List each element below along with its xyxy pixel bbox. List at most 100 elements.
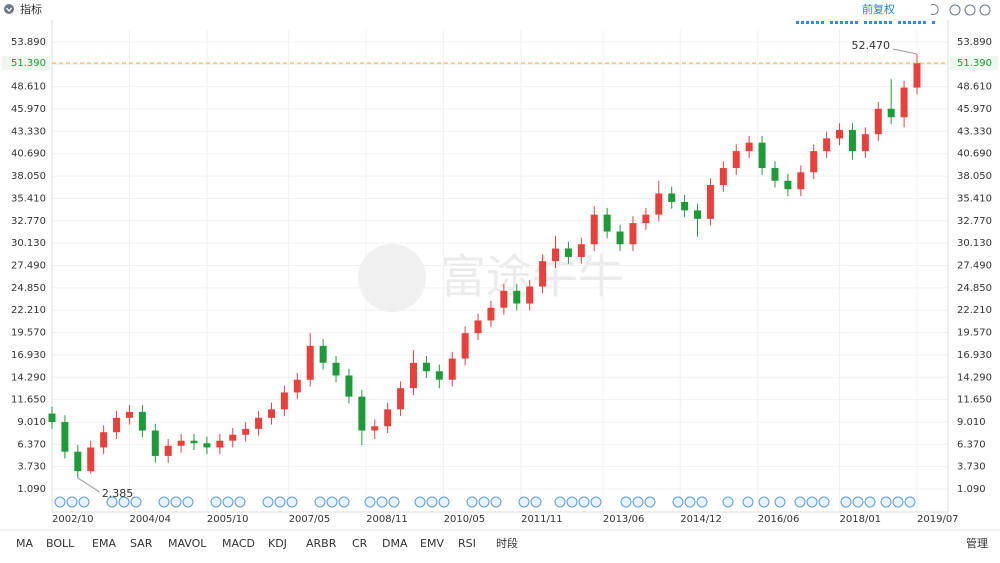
event-icon[interactable]	[210, 496, 222, 508]
event-icon[interactable]	[518, 496, 530, 508]
event-icon[interactable]	[222, 496, 234, 508]
event-icon[interactable]	[590, 496, 602, 508]
candle-body	[887, 108, 895, 118]
y2-tick-label: 27.490	[957, 260, 992, 271]
event-icon[interactable]	[364, 496, 376, 508]
event-icon[interactable]	[478, 496, 490, 508]
indicator-title[interactable]: 指标	[20, 2, 42, 16]
event-icon[interactable]	[554, 496, 566, 508]
event-icon[interactable]	[892, 496, 904, 508]
zoom-in-icon[interactable]	[964, 4, 976, 16]
event-icon[interactable]	[774, 496, 786, 508]
event-icon[interactable]	[864, 496, 876, 508]
event-icon[interactable]	[794, 496, 806, 508]
event-marker	[903, 21, 906, 24]
event-icon[interactable]	[904, 496, 916, 508]
event-icon[interactable]	[758, 496, 770, 508]
manage-button[interactable]: 管理	[966, 536, 988, 550]
event-icon[interactable]	[414, 496, 426, 508]
event-icon[interactable]	[840, 496, 852, 508]
candle-body	[603, 214, 611, 232]
undo-icon[interactable]	[930, 4, 939, 15]
event-icon[interactable]	[326, 496, 338, 508]
y-tick-label: 40.690	[11, 149, 46, 160]
event-icon[interactable]	[66, 496, 78, 508]
icon-glyph	[6, 7, 12, 13]
event-icon[interactable]	[54, 496, 66, 508]
indicator-tab[interactable]: SAR	[130, 537, 153, 550]
event-icon[interactable]	[262, 496, 274, 508]
event-icon[interactable]	[684, 496, 696, 508]
candle-body	[190, 440, 198, 444]
candle-body	[642, 214, 650, 224]
y-tick-label: 35.410	[11, 193, 46, 204]
event-marker	[869, 21, 872, 24]
event-icon[interactable]	[78, 496, 90, 508]
event-icon[interactable]	[578, 496, 590, 508]
candle-body	[771, 168, 779, 181]
candle-body	[719, 168, 727, 185]
indicator-tab[interactable]: ARBR	[306, 537, 337, 550]
y2-tick-label: 48.610	[957, 82, 992, 93]
indicator-tab[interactable]: KDJ	[268, 537, 287, 550]
event-icon[interactable]	[852, 496, 864, 508]
event-icon[interactable]	[234, 496, 246, 508]
event-icon[interactable]	[806, 496, 818, 508]
event-icon[interactable]	[672, 496, 684, 508]
event-icon[interactable]	[620, 496, 632, 508]
x-tick-label: 2002/10	[52, 514, 94, 525]
event-icon[interactable]	[566, 496, 578, 508]
indicator-tab[interactable]: CR	[352, 537, 368, 550]
event-icon[interactable]	[644, 496, 656, 508]
event-icon[interactable]	[722, 496, 734, 508]
candle-body	[564, 248, 572, 257]
indicator-tab[interactable]: EMV	[420, 537, 444, 550]
event-icon[interactable]	[314, 496, 326, 508]
event-icon[interactable]	[182, 496, 194, 508]
indicator-tab[interactable]: MACD	[222, 537, 255, 550]
candle-body	[655, 193, 663, 215]
candle-body	[784, 180, 792, 190]
event-icon[interactable]	[632, 496, 644, 508]
indicator-icon[interactable]	[4, 4, 14, 14]
candle-body	[358, 396, 366, 431]
event-icon[interactable]	[490, 496, 502, 508]
candle-body	[732, 151, 740, 169]
indicator-tab[interactable]: RSI	[458, 537, 476, 550]
event-icon[interactable]	[530, 496, 542, 508]
event-icon[interactable]	[696, 496, 708, 508]
indicator-tab[interactable]: BOLL	[46, 537, 75, 550]
indicator-tab[interactable]: EMA	[92, 537, 116, 550]
indicator-bar: MA BOLL EMA SAR MAVOL MACD KDJ ARBR CR DMA EMV RSI 时…	[16, 536, 518, 550]
candle-body	[900, 87, 908, 118]
event-marker	[879, 21, 882, 24]
event-icon[interactable]	[118, 496, 130, 508]
event-icon[interactable]	[426, 496, 438, 508]
event-marker	[913, 21, 916, 24]
event-icon[interactable]	[170, 496, 182, 508]
event-icon[interactable]	[338, 496, 350, 508]
indicator-tab[interactable]: MAVOL	[168, 537, 207, 550]
event-icon[interactable]	[106, 496, 118, 508]
event-icon[interactable]	[286, 496, 298, 508]
settings-icon[interactable]	[979, 4, 991, 16]
event-icon[interactable]	[880, 496, 892, 508]
indicator-tab[interactable]: 时段	[496, 536, 518, 550]
x-tick-label: 2013/06	[603, 514, 645, 525]
y-tick-label: 27.490	[11, 260, 46, 271]
event-icon[interactable]	[274, 496, 286, 508]
event-icon[interactable]	[376, 496, 388, 508]
event-icon[interactable]	[388, 496, 400, 508]
event-icon[interactable]	[438, 496, 450, 508]
event-icon[interactable]	[130, 496, 142, 508]
candle-body	[164, 445, 172, 456]
adjust-button[interactable]: 前复权	[862, 2, 895, 16]
event-icon[interactable]	[158, 496, 170, 508]
y-tick-label: 3.730	[17, 462, 46, 473]
event-icon[interactable]	[742, 496, 754, 508]
event-icon[interactable]	[818, 496, 830, 508]
indicator-tab[interactable]: MA	[16, 537, 33, 550]
event-icon[interactable]	[466, 496, 478, 508]
zoom-out-icon[interactable]	[949, 4, 961, 16]
indicator-tab[interactable]: DMA	[382, 537, 408, 550]
